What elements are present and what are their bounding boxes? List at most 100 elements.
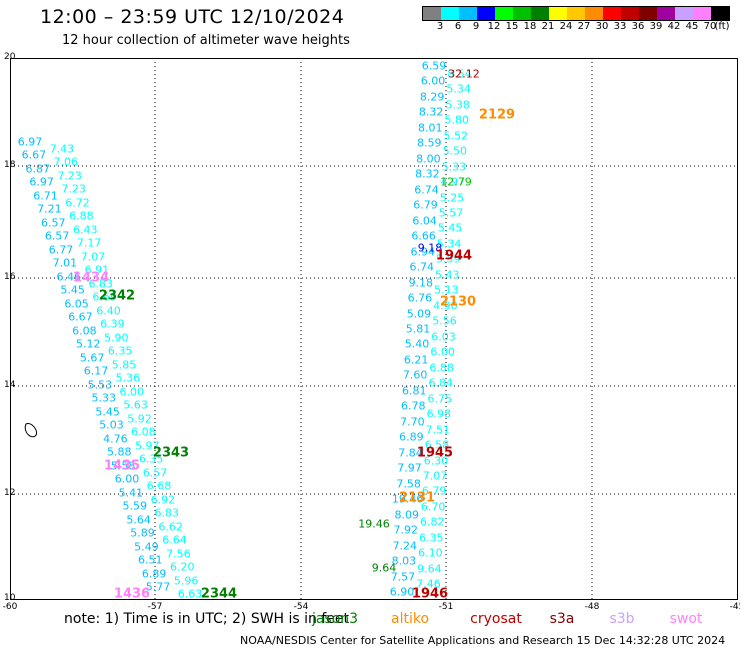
longitude-label: -57: [147, 602, 163, 612]
track-time-label: 2342: [98, 288, 136, 304]
wave-height-value: 6.51: [138, 553, 163, 567]
wave-height-value: 6.92: [150, 493, 176, 507]
legend-tick-label: 12: [487, 21, 501, 32]
legend-swatch: [477, 7, 495, 20]
legend-tick-label: 6: [454, 21, 462, 32]
wave-height-value: 6.98: [426, 407, 452, 421]
wave-height-value: 6.69: [92, 290, 117, 304]
legend-tick-label: 70: [703, 21, 717, 32]
wave-height-value: 6.35: [107, 344, 133, 358]
wave-height-value: 32.12: [448, 67, 480, 81]
wave-height-value: 7.23: [61, 182, 86, 196]
wave-height-value: 7.97: [397, 461, 422, 475]
wave-height-value: 5.09: [406, 307, 432, 321]
wave-height-value: 6.05: [64, 297, 89, 311]
longitude-label: -60: [2, 602, 18, 612]
wave-height-value: 6.87: [25, 162, 51, 176]
legend-tick-label: 24: [559, 21, 573, 32]
credit-line: NOAA/NESDIS Center for Satellite Applica…: [240, 634, 726, 647]
legend-swatch: [567, 7, 585, 20]
wave-height-value: 6.72: [65, 196, 90, 210]
wave-height-value: 5.45: [95, 405, 120, 419]
wave-height-value: 6.21: [403, 353, 429, 367]
wave-height-value: 6.88: [69, 209, 94, 223]
island-outline: [24, 423, 37, 438]
wave-height-value: 6.57: [142, 466, 168, 480]
legend-swatch: [639, 7, 657, 20]
legend-tick-label: 45: [685, 21, 699, 32]
wave-height-value: 8.03: [391, 554, 417, 568]
wave-height-value: 19.46: [358, 517, 390, 531]
wave-height-value: 5.58: [110, 459, 136, 473]
legend-tick-label: 3: [436, 21, 444, 32]
wave-height-value: 6.57: [41, 216, 66, 230]
wave-height-value: 6.17: [83, 364, 109, 378]
wave-height-value: 6.35: [419, 531, 444, 545]
map-plot-area: 6.97 7.43 6.67 7.06 6.87 7.23 6.97 7.23 6.71 6.72…: [3, 52, 740, 612]
wave-height-value: 8.29: [419, 90, 445, 104]
wave-height-value: 9.64: [417, 562, 442, 576]
wave-height-value: 7.06: [53, 155, 79, 169]
wave-height-value: 6.78: [401, 399, 426, 413]
wave-height-value: 6.59: [421, 59, 447, 73]
wave-height-value: 4.97: [440, 175, 466, 189]
footnote: note: 1) Time is in UTC; 2) SWH is in fe…: [64, 611, 350, 627]
legend-tick-label: 30: [595, 21, 609, 32]
track-time-label: 1945: [416, 445, 454, 461]
wave-height-value: 7.21: [37, 202, 62, 216]
wave-height-value: 5.43: [435, 268, 460, 282]
track-time-label: 2344: [200, 586, 238, 602]
wave-height-value: 4.90: [433, 299, 458, 313]
legend-tick-label: 33: [613, 21, 627, 32]
wave-height-value: 5.45: [60, 283, 85, 297]
wave-height-value: 5.57: [438, 206, 464, 220]
wave-height-value: 8.32: [418, 105, 444, 119]
wave-height-value: 5.59: [435, 252, 461, 266]
wave-height-value: 8.01: [417, 121, 443, 135]
wave-height-value: 6.67: [21, 148, 47, 162]
wave-height-value: 5.80: [444, 113, 469, 127]
wave-height-value: 7.84: [398, 446, 423, 460]
wave-height-value: 6.74: [414, 183, 439, 197]
legend-swatch: [657, 7, 675, 20]
legend-swatch: [441, 7, 459, 20]
wave-height-value: 8.59: [417, 136, 442, 150]
legend-tick-label: 18: [523, 21, 537, 32]
wave-height-value: 8.32: [415, 167, 440, 181]
grid-lines: [10, 58, 738, 600]
latitude-label: 20: [4, 52, 16, 62]
latitude-label: 16: [4, 272, 16, 282]
wave-height-value: 5.56: [432, 314, 457, 328]
wave-height-value: 5.53: [87, 378, 113, 392]
legend-tick-label: 42: [667, 21, 681, 32]
wave-height-value: 6.58: [424, 438, 450, 452]
wave-height-value: 5.92: [127, 412, 152, 426]
wave-height-value: 5.49: [134, 540, 159, 554]
legend-unit: (ft): [714, 21, 730, 32]
wave-height-value: 6.83: [88, 277, 113, 291]
wave-height-value: 6.67: [68, 310, 93, 324]
wave-height-value: 6.83: [154, 506, 179, 520]
longitude-label: -51: [438, 602, 454, 612]
satellite-legend-item: s3a: [549, 611, 575, 627]
legend-swatch: [585, 7, 603, 20]
satellite-legend-item: jason3: [311, 611, 359, 627]
latitude-label: 18: [4, 160, 16, 170]
track-time-label: 1946: [411, 586, 449, 602]
latitude-label: 12: [4, 488, 16, 498]
wave-height-value: 6.04: [412, 214, 437, 228]
wave-height-value: 6.00: [114, 472, 140, 486]
track-time-label: 2343: [152, 445, 190, 461]
wave-height-value: 7.58: [396, 477, 421, 491]
map-grid: [10, 58, 738, 600]
track-time-label: 2131: [398, 490, 436, 506]
wave-height-value: 6.70: [420, 500, 446, 514]
track-time-label: 2130: [439, 294, 477, 310]
wave-height-value: 6.79: [413, 198, 438, 212]
wave-height-value: 7.92: [393, 523, 419, 537]
wave-height-value: 6.03: [431, 330, 456, 344]
legend-swatch: [513, 7, 531, 20]
wave-height-value: 5.89: [130, 526, 155, 540]
wave-height-value: 7.01: [52, 256, 78, 270]
